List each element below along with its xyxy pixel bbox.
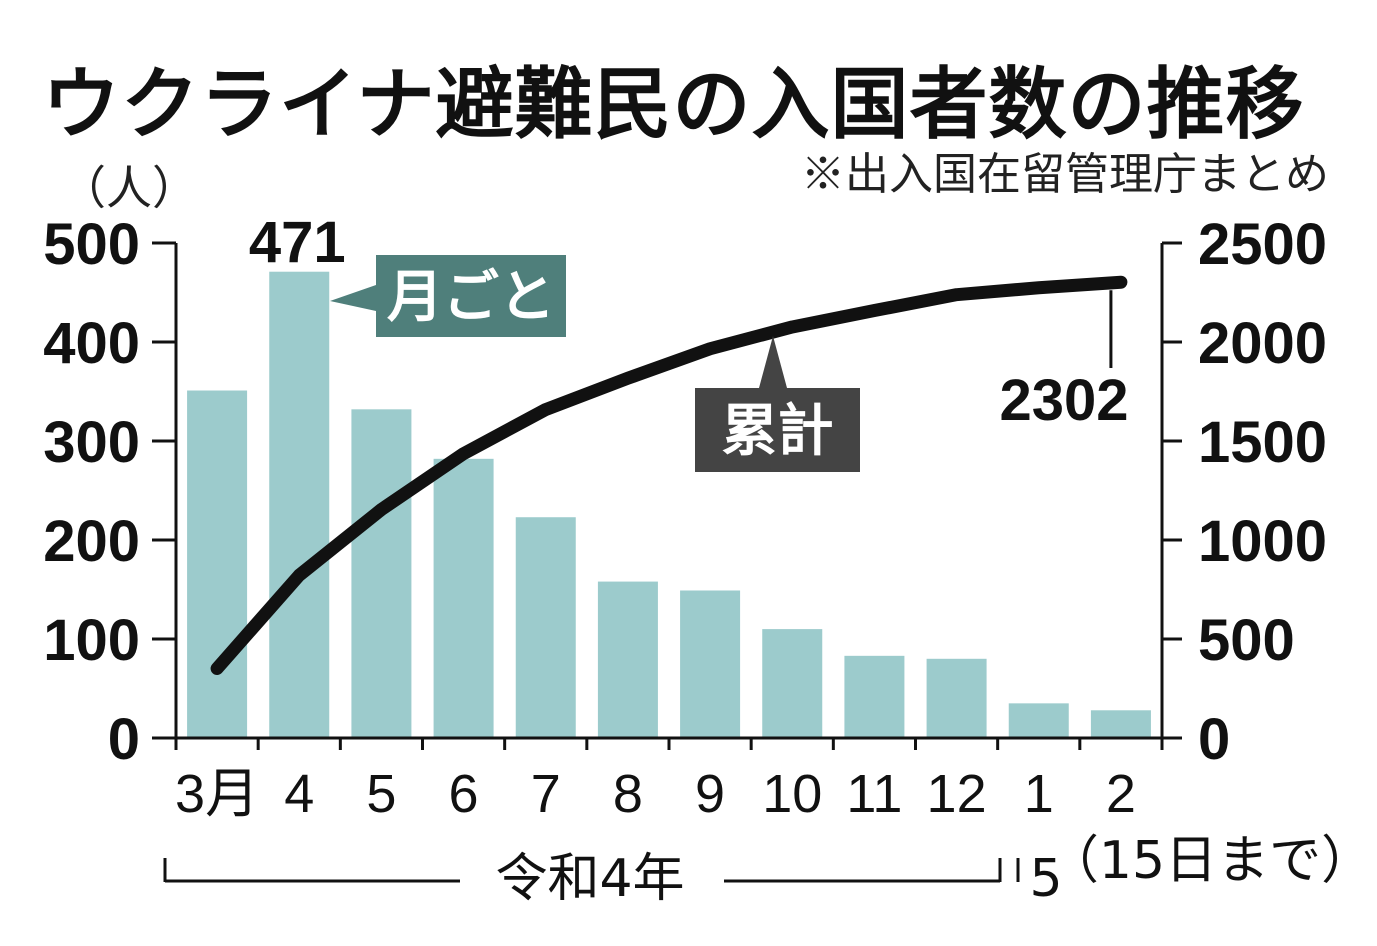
y-left-tick-label: 200 [43, 509, 140, 574]
x-tick-label: 2 [1106, 764, 1136, 824]
y-right-tick-label: 2500 [1198, 212, 1327, 277]
chart-title: ウクライナ避難民の入国者数の推移 [42, 60, 1305, 150]
y-right-tick-label: 1500 [1198, 410, 1327, 475]
era-label-r5: 5 [1029, 849, 1062, 909]
bar-7 [680, 590, 741, 738]
cumulative-tag-pointer [759, 336, 787, 388]
axes: 0 100 200 300 400 500 0 500 1000 1500 2000 2500 3月 4 5… [43, 212, 1327, 824]
bar-10 [926, 658, 987, 738]
bar-12 [1090, 710, 1151, 738]
x-tick-label: 3月 [175, 764, 259, 824]
monthly-legend-label: 月ごと [387, 265, 555, 330]
bar-series [187, 271, 1151, 738]
y-right-tick-label: 500 [1198, 608, 1295, 673]
bar-1 [187, 390, 248, 738]
x-tick-label: 8 [613, 764, 643, 824]
y-unit-label: （人） [60, 161, 198, 215]
bar-2 [269, 271, 330, 738]
x-tick-label: 6 [449, 764, 479, 824]
y-left-tick-label: 100 [43, 608, 140, 673]
bar-6 [597, 581, 658, 738]
x-note: （15日まで） [1047, 831, 1373, 891]
bar-8 [762, 629, 823, 738]
cumulative-tag [695, 388, 860, 472]
x-tick-label: 4 [284, 764, 314, 824]
x-tick-label: 11 [846, 764, 902, 824]
bar-9 [844, 655, 905, 738]
bar-5 [515, 517, 576, 738]
peak-value-label: 471 [249, 210, 346, 275]
source-note: ※出入国在留管理庁まとめ [801, 149, 1329, 200]
cumulative-line [210, 275, 1128, 676]
y-right-tick-label: 2000 [1198, 311, 1327, 376]
era-label-r4: 令和4年 [495, 849, 684, 909]
x-tick-label: 5 [366, 764, 396, 824]
last-cumulative-label: 2302 [999, 368, 1128, 433]
bar-11 [1008, 703, 1069, 738]
bar-4 [433, 458, 494, 738]
cumulative-legend-label: 累計 [722, 399, 834, 464]
bar-3 [351, 409, 412, 738]
y-left-tick-label: 400 [43, 311, 140, 376]
x-tick-label: 12 [927, 764, 987, 824]
y-right-tick-label: 1000 [1198, 509, 1327, 574]
y-left-tick-label: 300 [43, 410, 140, 475]
monthly-tag [376, 255, 566, 337]
y-left-tick-label: 0 [108, 707, 140, 772]
monthly-tag-pointer [330, 285, 376, 311]
y-right-tick-label: 0 [1198, 707, 1230, 772]
x-tick-label: 7 [531, 764, 561, 824]
x-tick-label: 10 [762, 764, 822, 824]
x-tick-label: 9 [695, 764, 725, 824]
x-tick-label: 1 [1024, 764, 1054, 824]
y-left-tick-label: 500 [43, 212, 140, 277]
